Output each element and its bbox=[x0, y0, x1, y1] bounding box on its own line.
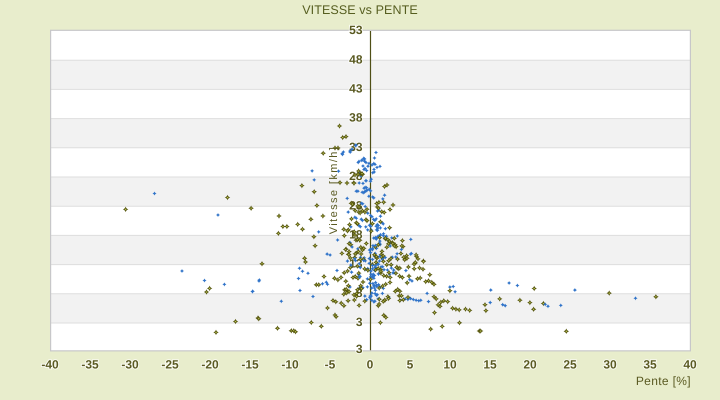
svg-text:3: 3 bbox=[356, 315, 363, 329]
svg-text:53: 53 bbox=[349, 23, 363, 37]
svg-text:35: 35 bbox=[643, 358, 657, 372]
svg-text:3: 3 bbox=[356, 342, 363, 356]
svg-text:40: 40 bbox=[683, 358, 697, 372]
svg-text:30: 30 bbox=[603, 358, 617, 372]
svg-text:23: 23 bbox=[349, 198, 363, 212]
svg-text:43: 43 bbox=[349, 82, 363, 96]
svg-text:-30: -30 bbox=[121, 358, 139, 372]
svg-text:48: 48 bbox=[349, 52, 363, 66]
svg-text:-5: -5 bbox=[325, 358, 336, 372]
svg-text:-40: -40 bbox=[41, 358, 59, 372]
svg-text:15: 15 bbox=[483, 358, 497, 372]
svg-text:Vitesse [km/h]: Vitesse [km/h] bbox=[328, 146, 340, 234]
svg-text:20: 20 bbox=[523, 358, 537, 372]
svg-text:5: 5 bbox=[407, 358, 414, 372]
svg-text:25: 25 bbox=[563, 358, 577, 372]
svg-text:VITESSE vs PENTE: VITESSE vs PENTE bbox=[302, 3, 418, 17]
svg-text:Pente [%]: Pente [%] bbox=[636, 374, 691, 388]
svg-text:10: 10 bbox=[443, 358, 457, 372]
svg-text:-35: -35 bbox=[81, 358, 99, 372]
svg-text:-15: -15 bbox=[241, 358, 259, 372]
svg-text:0: 0 bbox=[367, 358, 374, 372]
svg-text:8: 8 bbox=[356, 286, 363, 300]
svg-text:-20: -20 bbox=[201, 358, 219, 372]
svg-text:-10: -10 bbox=[281, 358, 299, 372]
svg-text:38: 38 bbox=[349, 111, 363, 125]
svg-text:-25: -25 bbox=[161, 358, 179, 372]
